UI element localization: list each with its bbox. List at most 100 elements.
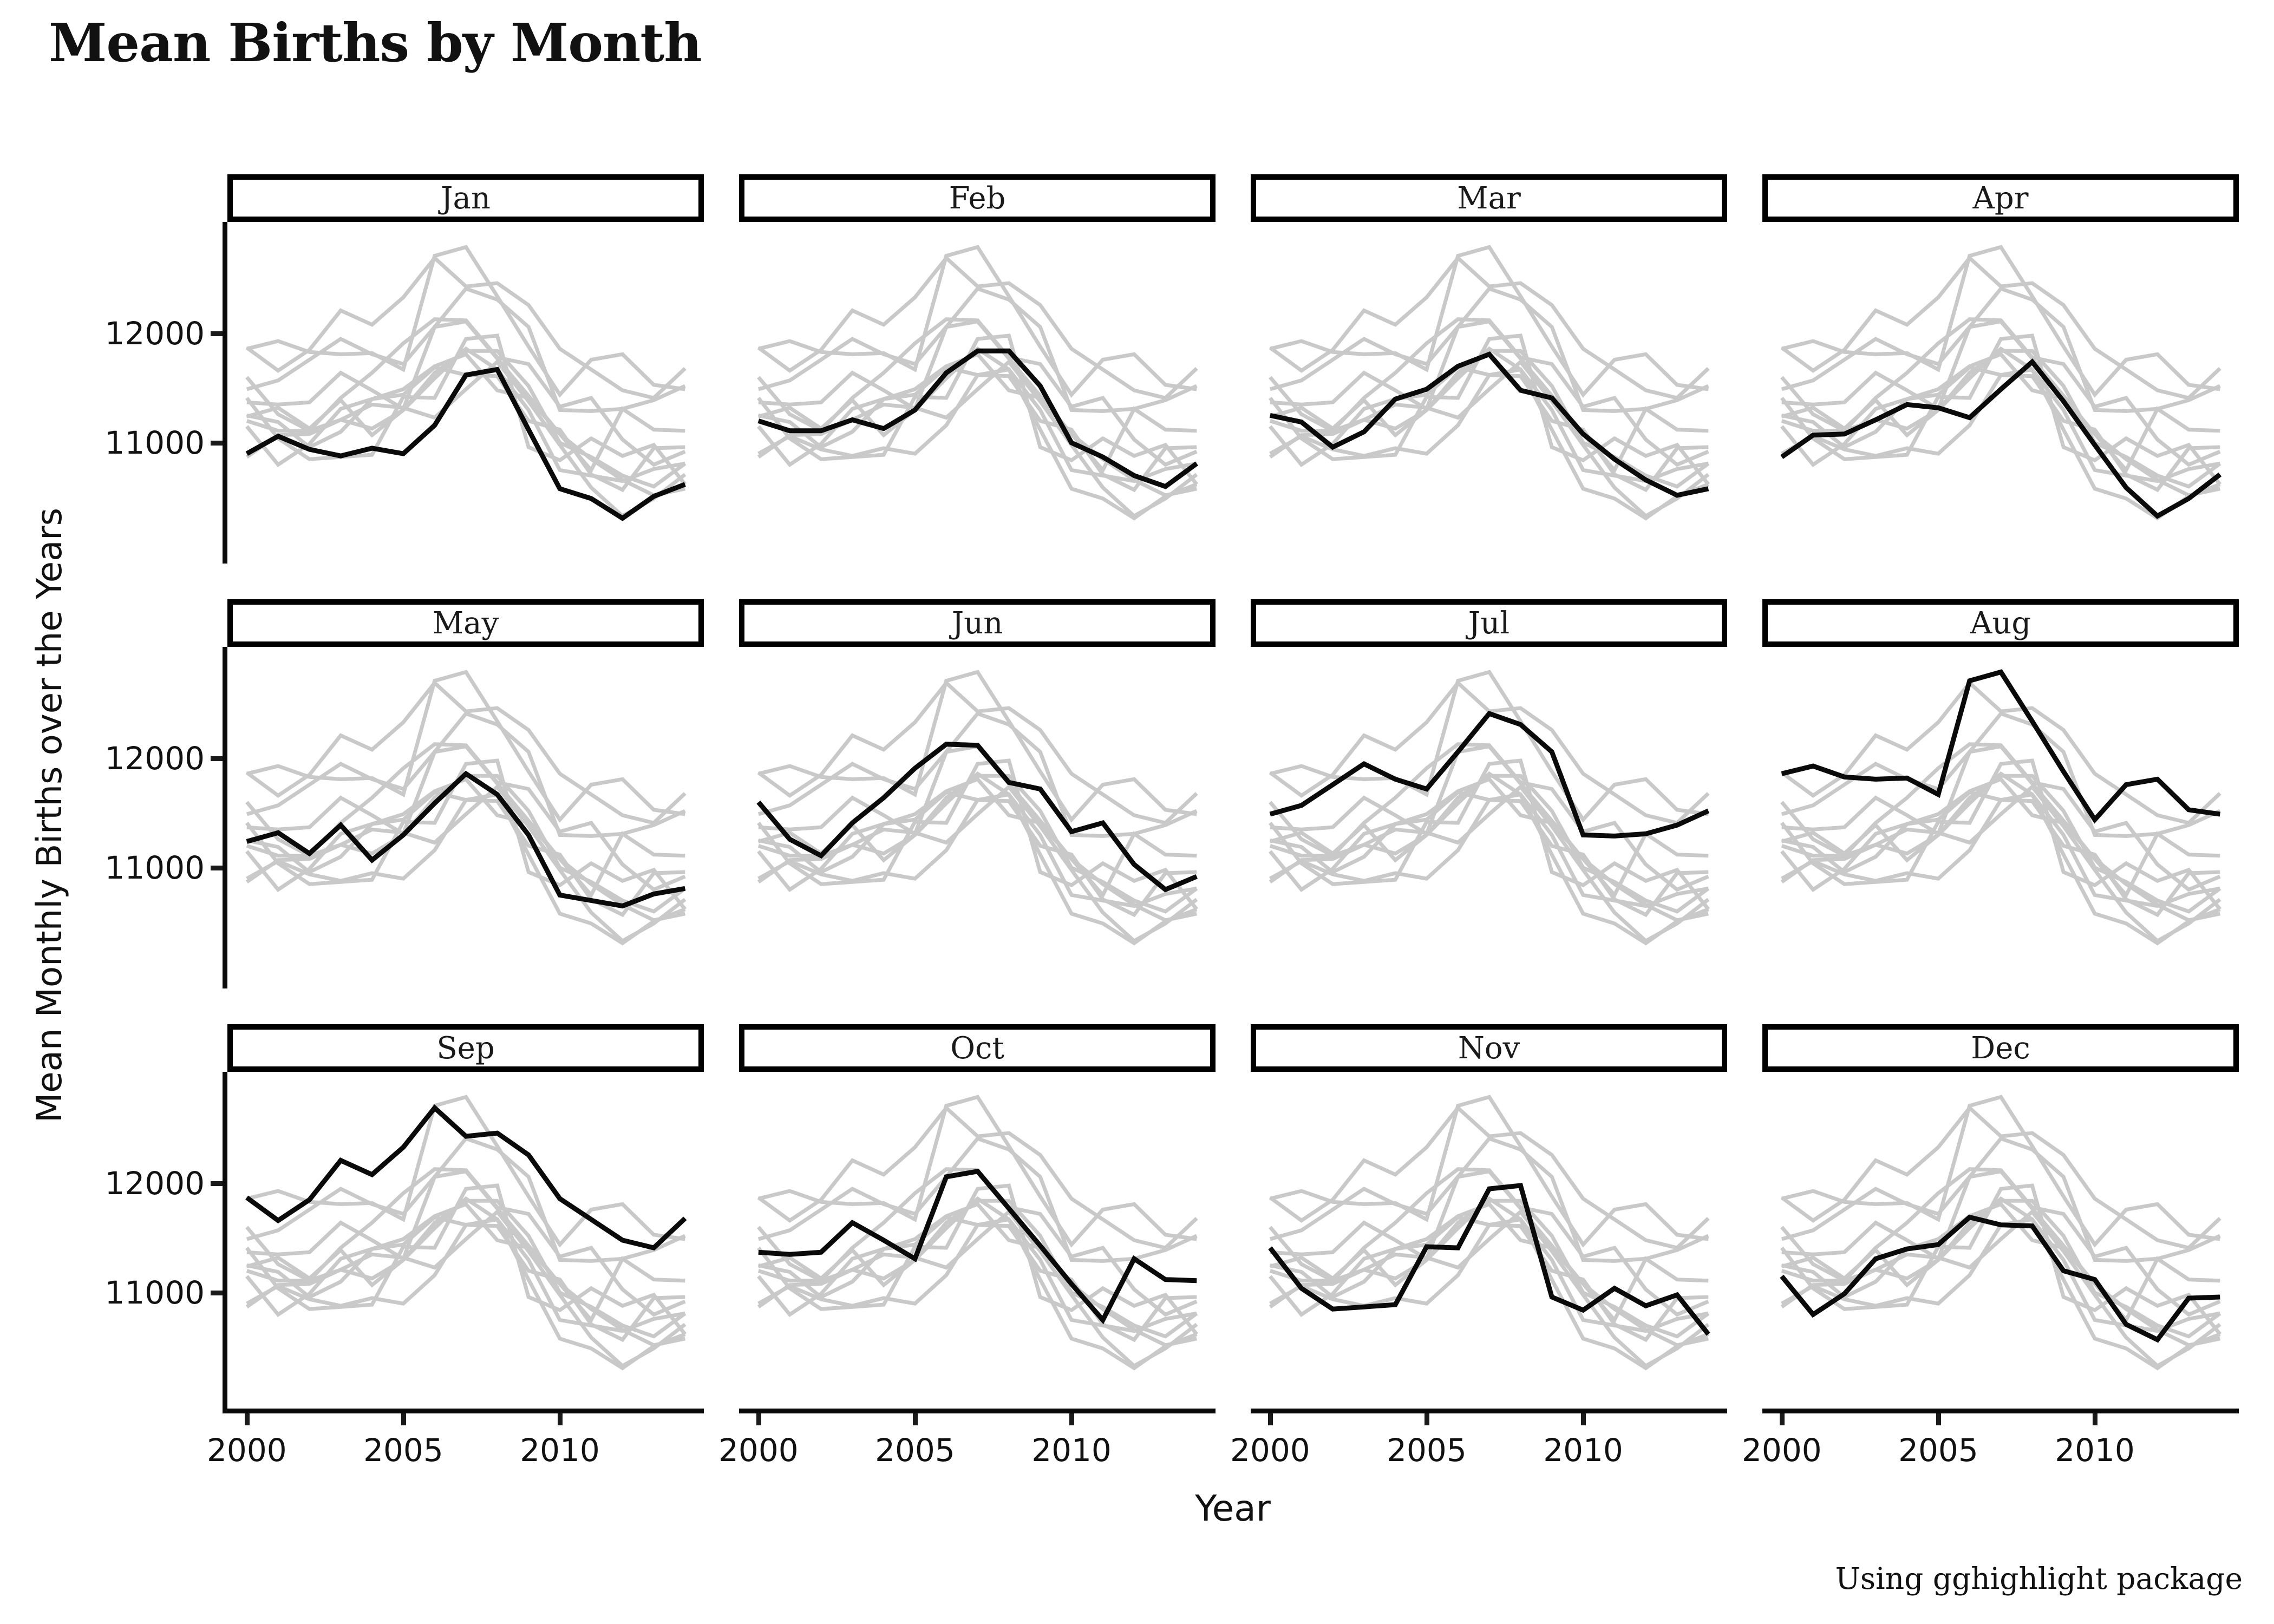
gray-line-apr: [1269, 784, 1710, 944]
gray-line-sep: [245, 255, 687, 400]
facet-panel-apr: [1780, 245, 2222, 521]
y-axis-line: [223, 1072, 227, 1413]
facet-strip-label: Apr: [1972, 180, 2029, 216]
facet-panel-nov: [1268, 1095, 1710, 1371]
x-tick-mark: [558, 1413, 563, 1425]
gray-line-mar: [758, 777, 1198, 922]
highlight-line-may: [246, 770, 686, 909]
y-axis-line: [223, 647, 227, 988]
gray-line-mar: [758, 1202, 1198, 1347]
gray-line-oct: [246, 744, 685, 899]
gray-line-aug: [1781, 245, 2220, 398]
gray-line-mar: [1781, 777, 2221, 922]
gray-line-nov: [245, 758, 687, 911]
gray-line-sep: [1780, 1105, 2221, 1250]
gray-line-oct: [1270, 744, 1709, 899]
x-axis-line: [1762, 1409, 2239, 1413]
highlight-line-feb: [757, 348, 1198, 489]
gray-line-dec: [1269, 1215, 1709, 1343]
facet-panel-mar: [1269, 245, 1710, 521]
x-tick-mark: [401, 1413, 406, 1425]
gray-line-oct: [1781, 1169, 2220, 1324]
x-tick-label: 2005: [1387, 1432, 1467, 1469]
x-axis-line: [1251, 1409, 1727, 1413]
x-tick-mark: [1069, 1413, 1075, 1425]
x-tick-mark: [2093, 1413, 2098, 1425]
facet-strip-label: Mar: [1457, 180, 1521, 216]
highlight-line-jul: [1269, 710, 1710, 839]
y-tick-mark: [211, 865, 223, 870]
x-tick-mark: [1267, 1413, 1273, 1425]
gray-line-oct: [246, 319, 685, 474]
gray-line-aug: [1269, 245, 1709, 398]
gray-line-sep: [1269, 255, 1710, 400]
gray-line-mar: [246, 1202, 686, 1347]
x-tick-label: 2005: [363, 1432, 443, 1469]
y-tick-mark: [211, 331, 223, 336]
gray-line-sep: [1780, 255, 2221, 400]
facet-panel-feb: [757, 245, 1199, 521]
x-tick-label: 2000: [1742, 1432, 1822, 1469]
gray-line-dec: [1780, 790, 2220, 918]
facet-strip-label: Oct: [950, 1030, 1004, 1066]
gray-line-nov: [757, 1183, 1199, 1335]
x-axis-title: Year: [1195, 1488, 1271, 1529]
gray-line-oct: [1781, 744, 2220, 899]
facet-strip-feb: Feb: [739, 174, 1216, 222]
facet-strip-label: Jul: [1468, 605, 1510, 641]
x-axis-line: [223, 1409, 704, 1413]
facet-strip-jun: Jun: [739, 599, 1216, 647]
gray-line-dec: [1269, 790, 1709, 918]
facet-strip-label: Feb: [949, 180, 1006, 216]
x-tick-label: 2005: [1898, 1432, 1978, 1469]
facet-strip-label: Dec: [1971, 1030, 2030, 1066]
y-axis-title: Mean Monthly Births over the Years: [30, 508, 70, 1123]
highlight-line-mar: [1269, 351, 1709, 498]
y-tick-label: 11000: [104, 424, 205, 461]
highlight-line-apr: [1780, 358, 2222, 519]
highlight-line-jun: [756, 742, 1198, 893]
gray-line-nov: [245, 333, 687, 486]
x-tick-mark: [244, 1413, 250, 1425]
facet-strip-jan: Jan: [227, 174, 704, 222]
gray-line-nov: [1780, 758, 2222, 911]
y-tick-label: 12000: [104, 739, 205, 777]
highlight-line-jan: [245, 366, 686, 521]
gray-line-mar: [1781, 1202, 2221, 1347]
gray-line-mar: [758, 352, 1198, 497]
facet-strip-mar: Mar: [1251, 174, 1727, 222]
gray-line-sep: [245, 680, 687, 825]
gray-line-aug: [757, 1095, 1197, 1248]
x-tick-label: 2010: [1543, 1432, 1623, 1469]
gray-line-sep: [757, 255, 1198, 400]
gray-line-sep: [757, 680, 1198, 825]
facet-strip-nov: Nov: [1251, 1024, 1727, 1072]
gray-line-aug: [246, 670, 685, 823]
caption: Using gghighlight package: [1835, 1561, 2243, 1596]
gray-line-oct: [246, 1169, 685, 1324]
facet-strip-label: Nov: [1458, 1030, 1520, 1066]
gray-line-apr: [1780, 784, 2221, 944]
highlight-line-nov: [1268, 1183, 1710, 1336]
gray-line-oct: [1781, 319, 2220, 474]
y-tick-mark: [211, 440, 223, 446]
gray-line-aug: [757, 670, 1197, 823]
x-tick-label: 2010: [520, 1432, 600, 1469]
gray-line-nov: [1269, 758, 1710, 911]
gray-line-dec: [757, 1215, 1197, 1343]
x-tick-label: 2000: [718, 1432, 799, 1469]
x-tick-label: 2000: [207, 1432, 287, 1469]
facet-strip-oct: Oct: [739, 1024, 1216, 1072]
x-tick-label: 2010: [2055, 1432, 2135, 1469]
facet-strip-label: May: [432, 605, 499, 641]
x-tick-mark: [1779, 1413, 1785, 1425]
gray-line-dec: [245, 1215, 685, 1343]
gray-line-dec: [757, 365, 1197, 493]
facet-strip-label: Sep: [436, 1030, 495, 1066]
x-tick-mark: [1936, 1413, 1941, 1425]
gray-line-sep: [1780, 680, 2221, 825]
highlight-line-sep: [245, 1104, 687, 1251]
x-tick-label: 2005: [875, 1432, 955, 1469]
x-tick-mark: [1581, 1413, 1586, 1425]
highlight-line-aug: [1781, 669, 2220, 824]
